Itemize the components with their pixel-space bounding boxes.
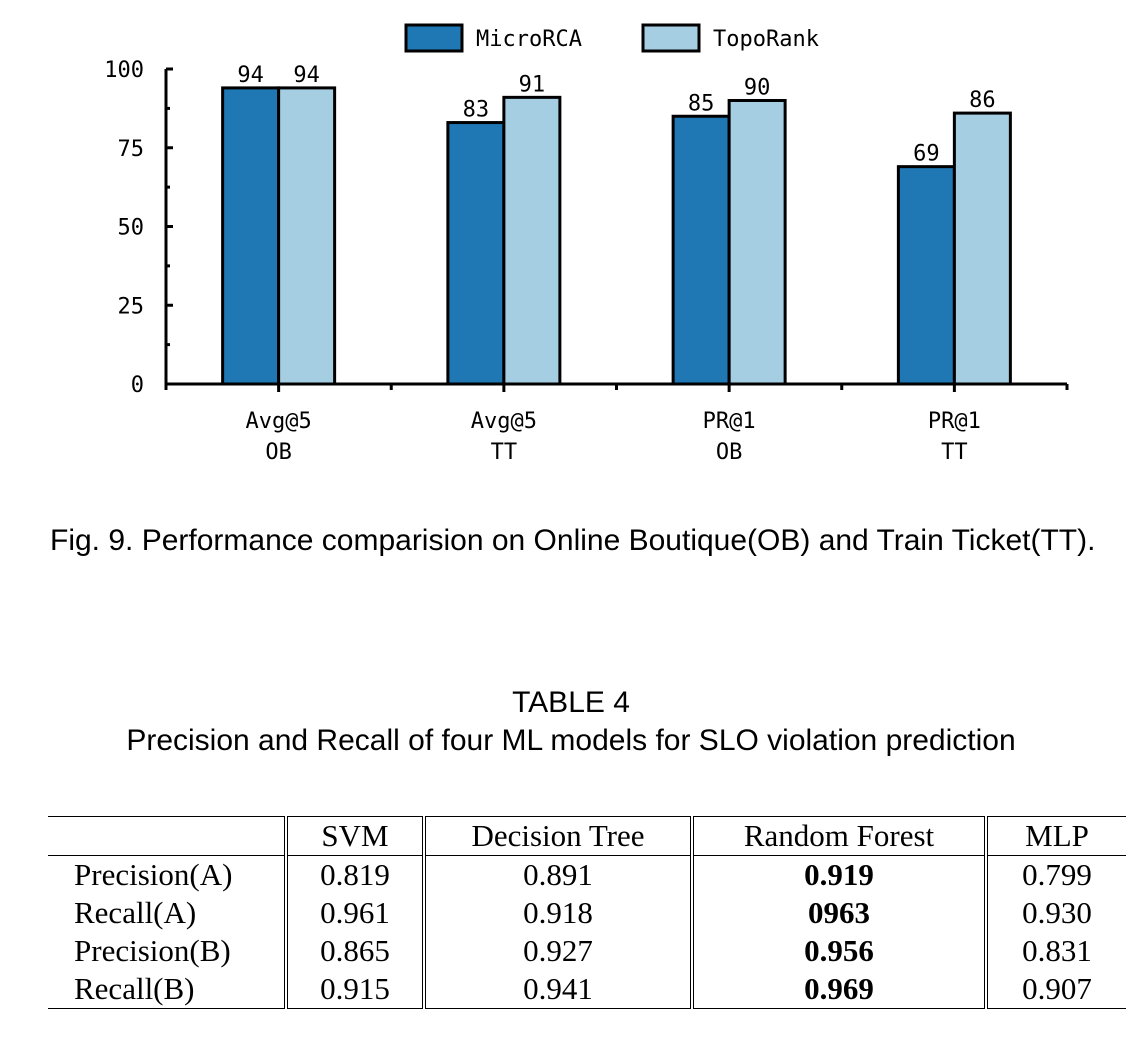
table-row: Recall(A) 0.961 0.918 0963 0.930 xyxy=(48,894,1126,932)
x-tick-label-system: TT xyxy=(941,440,968,465)
y-tick-label: 75 xyxy=(118,137,145,162)
figure-caption: Fig. 9. Performance comparision on Onlin… xyxy=(50,524,1096,557)
cell-mlp: 0.930 xyxy=(984,894,1126,932)
y-tick-label: 100 xyxy=(104,58,144,83)
cell-mlp: 0.831 xyxy=(984,932,1126,970)
legend-swatch-microrca xyxy=(404,23,464,53)
cell-svm: 0.865 xyxy=(284,932,424,970)
x-axis: Avg@5 OB Avg@5 TT PR@1 OB PR@1 TT xyxy=(164,382,1069,465)
cell-random-forest: 0.956 xyxy=(690,932,986,970)
results-table: SVM Decision Tree Random Forest MLP Prec… xyxy=(48,816,1126,1009)
table-title: Precision and Recall of four ML models f… xyxy=(126,724,1016,757)
header-random-forest: Random Forest xyxy=(690,816,986,856)
chart-legend: MicroRCA TopoRank xyxy=(404,23,819,53)
cell-svm: 0.819 xyxy=(284,855,424,894)
cell-decision-tree: 0.918 xyxy=(422,894,692,932)
bar-value-label: 83 xyxy=(463,98,490,123)
bar-microrca xyxy=(671,114,731,386)
bar-microrca xyxy=(221,86,281,386)
row-label: Precision(A) xyxy=(74,857,233,892)
cell-svm: 0.961 xyxy=(284,894,424,932)
x-tick-label-system: OB xyxy=(716,440,743,465)
cell-random-forest: 0963 xyxy=(690,894,986,932)
legend-label-toporank: TopoRank xyxy=(713,27,819,52)
x-tick-label-metric: PR@1 xyxy=(928,409,981,434)
legend-swatch-toporank xyxy=(641,23,701,53)
bar-microrca xyxy=(446,121,506,386)
y-tick-label: 0 xyxy=(131,373,144,398)
y-tick-label: 25 xyxy=(118,294,145,319)
table-row: Precision(A) 0.819 0.891 0.919 0.799 xyxy=(48,855,1126,894)
table-row: Recall(B) 0.915 0.941 0.969 0.907 xyxy=(48,970,1126,1009)
bar-value-label: 85 xyxy=(688,91,715,116)
x-tick-label-metric: PR@1 xyxy=(703,409,756,434)
x-tick-label-system: TT xyxy=(491,440,518,465)
legend-label-microrca: MicroRCA xyxy=(476,27,582,52)
cell-decision-tree: 0.927 xyxy=(422,932,692,970)
cell-random-forest: 0.969 xyxy=(690,970,986,1009)
bar-value-label: 91 xyxy=(519,72,546,97)
cell-mlp: 0.799 xyxy=(984,855,1126,894)
table-row: Precision(B) 0.865 0.927 0.956 0.831 xyxy=(48,932,1126,970)
table-number: TABLE 4 xyxy=(512,686,630,719)
bar-value-label: 94 xyxy=(237,63,264,88)
cell-mlp: 0.907 xyxy=(984,970,1126,1009)
header-decision-tree: Decision Tree xyxy=(422,816,692,856)
bar-toporank xyxy=(952,111,1012,386)
table-header-row: SVM Decision Tree Random Forest MLP xyxy=(48,816,1126,856)
cell-svm: 0.915 xyxy=(284,970,424,1009)
cell-random-forest: 0.919 xyxy=(690,855,986,894)
header-empty xyxy=(48,816,286,856)
row-label: Precision(B) xyxy=(74,933,231,968)
row-label: Recall(B) xyxy=(74,971,195,1006)
bar-value-label: 86 xyxy=(969,88,996,113)
x-tick-label-system: OB xyxy=(265,440,292,465)
y-axis: 0 25 50 75 100 xyxy=(104,58,173,398)
bar-value-label: 90 xyxy=(744,76,771,101)
bar-toporank xyxy=(502,95,562,386)
bar-toporank xyxy=(727,99,787,386)
cell-decision-tree: 0.941 xyxy=(422,970,692,1009)
y-tick-label: 50 xyxy=(118,216,145,241)
x-tick-label-metric: Avg@5 xyxy=(246,409,312,434)
bar-microrca xyxy=(896,165,956,386)
cell-decision-tree: 0.891 xyxy=(422,855,692,894)
header-mlp: MLP xyxy=(984,816,1126,856)
x-tick-label-metric: Avg@5 xyxy=(471,409,537,434)
bar-value-label: 94 xyxy=(293,63,320,88)
table-heading: TABLE 4 Precision and Recall of four ML … xyxy=(0,684,1142,760)
bar-toporank xyxy=(277,86,337,386)
bar-value-label: 69 xyxy=(913,142,940,167)
row-label: Recall(A) xyxy=(74,895,197,930)
bar-chart: MicroRCA TopoRank 0 25 50 75 100 94 94 83 91 85 90… xyxy=(104,23,1069,465)
header-svm: SVM xyxy=(284,816,424,856)
bars: 94 94 83 91 85 90 69 86 xyxy=(221,63,1012,386)
